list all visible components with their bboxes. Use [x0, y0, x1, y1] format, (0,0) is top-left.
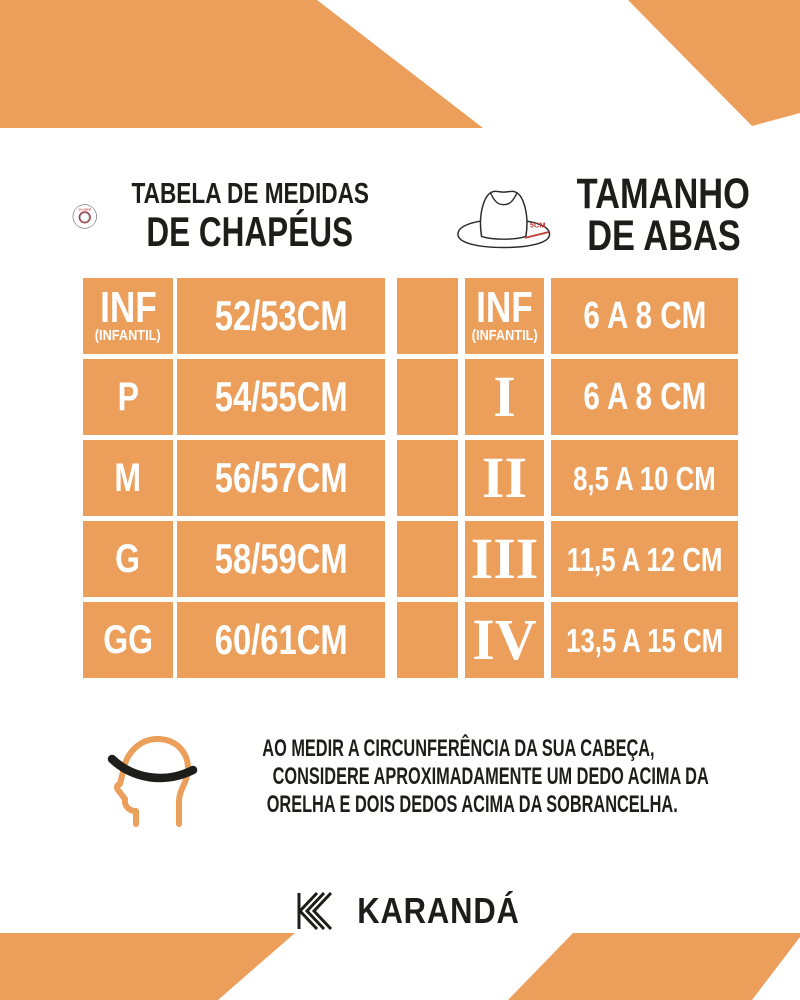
brim-sizes-title-line2: DE ABAS — [586, 212, 741, 260]
brand-logo: KARANDÁ — [14, 882, 800, 940]
size-label-cell: P — [83, 359, 173, 435]
brim-size-table: INF (INFANTIL) 6 A 8 CM I 6 A 8 CM II 8,… — [397, 278, 738, 678]
brim-value: 11,5 A 12 CM — [566, 540, 723, 578]
size-value: 52/53CM — [214, 292, 348, 339]
size-value-cell: 52/53CM — [177, 278, 385, 354]
size-value-cell: 54/55CM — [177, 359, 385, 435]
brim-label: I — [493, 363, 516, 429]
spacer-cell — [397, 278, 458, 354]
size-value-cell: 60/61CM — [177, 602, 385, 678]
measurement-note: AO MEDIR A CIRCUNFERÊNCIA DA SUA CABEÇA,… — [170, 735, 708, 819]
hat-sizes-title-line2: DE CHAPÉUS — [146, 207, 354, 255]
size-label: P — [117, 375, 139, 419]
brim-label-cell: II — [465, 440, 544, 516]
brand-mark-icon — [297, 891, 333, 931]
brim-label-cell: INF (INFANTIL) — [465, 278, 544, 354]
spacer-cell — [397, 521, 458, 597]
brim-value-cell: 6 A 8 CM — [551, 359, 738, 435]
spacer-cell — [397, 440, 458, 516]
size-value: 58/59CM — [214, 535, 348, 582]
size-value-cell: 56/57CM — [177, 440, 385, 516]
brim-sizes-title-line1: TAMANHO — [577, 169, 751, 218]
fedora-hat-icon: 5CM — [457, 190, 551, 249]
brim-value: 8,5 A 10 CM — [573, 459, 716, 497]
brim-value-cell: 6 A 8 CM — [551, 278, 738, 354]
size-label: G — [115, 537, 141, 581]
size-value: 56/57CM — [214, 454, 348, 501]
brim-label: INF — [476, 282, 533, 332]
hat-sizes-title: TABELA DE MEDIDAS DE CHAPÉUS — [98, 177, 403, 255]
brim-value: 13,5 A 15 CM — [566, 621, 723, 659]
head-measurement-icon — [107, 736, 198, 827]
hat-sizes-title-line1: TABELA DE MEDIDAS — [130, 177, 369, 210]
size-label-cell: G — [83, 521, 173, 597]
spacer-cell — [397, 359, 458, 435]
brand-name: KARANDÁ — [357, 890, 520, 931]
brim-label: IV — [472, 606, 537, 672]
size-label-cell: M — [83, 440, 173, 516]
hat-top-view-icon: 54 a 58CM — [72, 204, 97, 229]
brim-label-cell: IV — [465, 602, 544, 678]
size-label-cell: GG — [83, 602, 173, 678]
brim-sizes-header: 5CM TAMANHO DE ABAS — [452, 163, 772, 267]
note-line3: ORELHA E DOIS DEDOS ACIMA DA SOBRANCELHA… — [266, 791, 678, 819]
brim-label: II — [481, 444, 528, 510]
brim-sublabel: (INFANTIL) — [471, 327, 538, 345]
size-label: GG — [103, 618, 153, 662]
size-label-cell: INF (INFANTIL) — [83, 278, 173, 354]
size-value: 54/55CM — [214, 373, 348, 420]
brim-label-cell: I — [465, 359, 544, 435]
brim-value-cell: 13,5 A 15 CM — [551, 602, 738, 678]
brim-value-cell: 11,5 A 12 CM — [551, 521, 738, 597]
note-line1: AO MEDIR A CIRCUNFERÊNCIA DA SUA CABEÇA, — [262, 735, 655, 762]
size-label: M — [114, 456, 142, 500]
brim-label-cell: III — [465, 521, 544, 597]
brim-value: 6 A 8 CM — [583, 376, 706, 418]
brim-value: 6 A 8 CM — [583, 295, 706, 337]
brim-width-label: 5CM — [530, 221, 546, 230]
spacer-cell — [397, 602, 458, 678]
size-value: 60/61CM — [214, 616, 348, 663]
hat-size-table: INF (INFANTIL) 52/53CM P 54/55CM M 56/57… — [83, 278, 385, 678]
brim-sizes-title: TAMANHO DE ABAS — [555, 169, 772, 260]
note-line2: CONSIDERE APROXIMADAMENTE UM DEDO ACIMA … — [272, 763, 709, 791]
size-sublabel: (INFANTIL) — [95, 327, 161, 345]
size-label: INF — [99, 282, 157, 332]
size-value-cell: 58/59CM — [177, 521, 385, 597]
hat-circumference-label: 54 a 58CM — [79, 208, 91, 211]
brim-value-cell: 8,5 A 10 CM — [551, 440, 738, 516]
hat-sizes-header: 54 a 58CM TABELA DE MEDIDAS DE CHAPÉUS — [72, 160, 402, 272]
brim-label: III — [470, 525, 539, 591]
